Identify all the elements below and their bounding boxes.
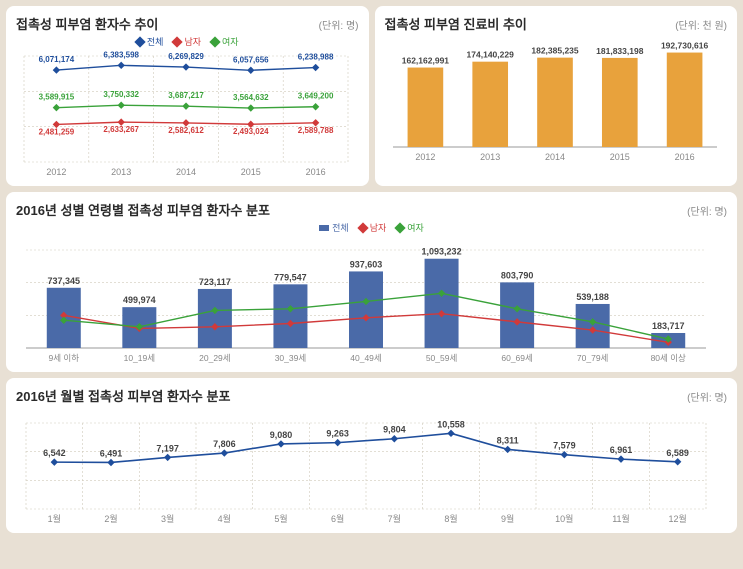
svg-text:30_39세: 30_39세 <box>275 353 306 363</box>
svg-text:7월: 7월 <box>388 513 401 524</box>
chart4-unit: (단위: 명) <box>687 389 727 404</box>
chart1-header: 접촉성 피부염 환자수 추이 (단위: 명) <box>16 14 359 33</box>
chart3-panel: 2016년 성별 연령별 접촉성 피부염 환자수 분포 (단위: 명) 전체남자… <box>6 192 737 372</box>
svg-text:3,589,915: 3,589,915 <box>39 93 75 102</box>
svg-text:8,311: 8,311 <box>497 435 519 445</box>
svg-text:3,750,332: 3,750,332 <box>103 90 139 99</box>
chart2-header: 접촉성 피부염 진료비 추이 (단위: 천 원) <box>385 14 728 33</box>
chart3-header: 2016년 성별 연령별 접촉성 피부염 환자수 분포 (단위: 명) <box>16 200 727 219</box>
svg-text:1월: 1월 <box>48 513 61 524</box>
chart1-title: 접촉성 피부염 환자수 추이 <box>16 14 158 33</box>
svg-text:10월: 10월 <box>555 513 573 524</box>
chart4-header: 2016년 월별 접촉성 피부염 환자수 분포 (단위: 명) <box>16 386 727 405</box>
chart3-svg: 737,345 9세 이하 499,974 10_19세 723,117 20_29세 77… <box>16 236 716 366</box>
svg-text:10_19세: 10_19세 <box>124 353 155 363</box>
svg-text:499,974: 499,974 <box>123 295 156 305</box>
svg-text:6,383,598: 6,383,598 <box>103 50 139 59</box>
svg-text:6월: 6월 <box>331 513 344 524</box>
svg-text:6,071,174: 6,071,174 <box>39 55 75 64</box>
svg-text:7,579: 7,579 <box>553 441 576 451</box>
svg-text:6,542: 6,542 <box>43 448 66 458</box>
chart3-title: 2016년 성별 연령별 접촉성 피부염 환자수 분포 <box>16 200 270 219</box>
svg-text:8월: 8월 <box>444 513 457 524</box>
svg-text:6,269,829: 6,269,829 <box>168 52 204 61</box>
chart2-unit: (단위: 천 원) <box>675 17 727 32</box>
svg-text:2015: 2015 <box>241 167 261 177</box>
svg-text:6,238,988: 6,238,988 <box>298 53 334 62</box>
svg-text:2,633,267: 2,633,267 <box>103 125 139 134</box>
svg-text:174,140,229: 174,140,229 <box>466 50 514 60</box>
svg-text:60_69세: 60_69세 <box>501 353 532 363</box>
svg-text:3월: 3월 <box>161 513 174 524</box>
chart1-svg: 2012 2013 2014 2015 2016 6,071,174 6,383,598 6,… <box>16 50 356 180</box>
svg-text:6,057,656: 6,057,656 <box>233 55 269 64</box>
svg-text:9,263: 9,263 <box>326 429 349 439</box>
svg-text:2014: 2014 <box>176 167 196 177</box>
chart1-legend: 전체남자여자 <box>16 35 359 48</box>
svg-text:2012: 2012 <box>46 167 66 177</box>
svg-text:182,385,235: 182,385,235 <box>531 46 579 56</box>
svg-text:2,582,612: 2,582,612 <box>168 126 204 135</box>
svg-text:2014: 2014 <box>544 152 564 162</box>
svg-text:6,491: 6,491 <box>100 448 123 458</box>
svg-text:2,589,788: 2,589,788 <box>298 126 334 135</box>
svg-text:2012: 2012 <box>415 152 435 162</box>
chart2-title: 접촉성 피부염 진료비 추이 <box>385 14 527 33</box>
svg-text:779,547: 779,547 <box>274 272 307 282</box>
svg-text:7,806: 7,806 <box>213 439 236 449</box>
svg-text:9,804: 9,804 <box>383 425 406 435</box>
svg-text:6,961: 6,961 <box>610 445 633 455</box>
svg-text:937,603: 937,603 <box>350 259 383 269</box>
svg-text:2013: 2013 <box>480 152 500 162</box>
svg-text:2월: 2월 <box>104 513 117 524</box>
svg-text:181,833,198: 181,833,198 <box>596 46 644 56</box>
svg-text:1,093,232: 1,093,232 <box>422 247 462 257</box>
svg-text:3,649,200: 3,649,200 <box>298 92 334 101</box>
chart4-title: 2016년 월별 접촉성 피부염 환자수 분포 <box>16 386 230 405</box>
chart2-panel: 접촉성 피부염 진료비 추이 (단위: 천 원) 162,162,991 2012… <box>375 6 738 186</box>
svg-text:4월: 4월 <box>218 513 231 524</box>
svg-text:70_79세: 70_79세 <box>577 353 608 363</box>
svg-text:723,117: 723,117 <box>199 277 231 287</box>
svg-text:183,717: 183,717 <box>652 321 685 331</box>
svg-text:40_49세: 40_49세 <box>350 353 381 363</box>
svg-text:2013: 2013 <box>111 167 131 177</box>
svg-text:6,589: 6,589 <box>666 448 689 458</box>
svg-text:162,162,991: 162,162,991 <box>401 56 449 66</box>
svg-text:9세 이하: 9세 이하 <box>48 353 79 363</box>
svg-text:80세 이상: 80세 이상 <box>651 353 686 363</box>
svg-text:2015: 2015 <box>609 152 629 162</box>
svg-text:9,080: 9,080 <box>270 430 293 440</box>
svg-text:9월: 9월 <box>501 513 514 524</box>
svg-text:10,558: 10,558 <box>437 419 465 429</box>
svg-text:7,197: 7,197 <box>156 443 179 453</box>
svg-text:539,188: 539,188 <box>576 292 609 302</box>
chart4-svg: 1월 2월 3월 4월 5월 6월 7월 8월 9월 10월 11월 12월 6,542 6,491 7,1… <box>16 407 716 527</box>
svg-text:5월: 5월 <box>274 513 287 524</box>
svg-text:2016: 2016 <box>674 152 694 162</box>
svg-text:2016: 2016 <box>306 167 326 177</box>
svg-text:20_29세: 20_29세 <box>199 353 230 363</box>
svg-text:11월: 11월 <box>612 513 630 524</box>
svg-text:737,345: 737,345 <box>48 276 81 286</box>
chart3-legend: 전체남자여자 <box>16 221 727 234</box>
chart4-panel: 2016년 월별 접촉성 피부염 환자수 분포 (단위: 명) 1월 2월 3월 4월… <box>6 378 737 533</box>
svg-text:2,481,259: 2,481,259 <box>39 127 75 136</box>
svg-text:50_59세: 50_59세 <box>426 353 457 363</box>
svg-text:803,790: 803,790 <box>501 270 534 280</box>
chart1-unit: (단위: 명) <box>319 17 359 32</box>
svg-text:12월: 12월 <box>669 513 687 524</box>
svg-text:3,564,632: 3,564,632 <box>233 93 269 102</box>
chart1-panel: 접촉성 피부염 환자수 추이 (단위: 명) 전체남자여자 2012201320… <box>6 6 369 186</box>
chart3-unit: (단위: 명) <box>687 203 727 218</box>
svg-text:192,730,616: 192,730,616 <box>660 41 708 51</box>
svg-text:2,493,024: 2,493,024 <box>233 127 269 136</box>
svg-text:3,687,217: 3,687,217 <box>168 91 204 100</box>
chart2-svg: 162,162,991 2012 174,140,229 2013 182,385,23… <box>385 35 725 165</box>
